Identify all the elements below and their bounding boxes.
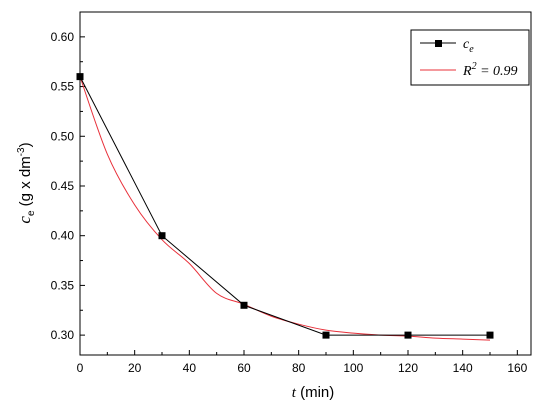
- y-tick-label: 0.45: [51, 179, 75, 193]
- x-tick-label: 0: [77, 361, 84, 375]
- ce-data-point: [404, 331, 412, 339]
- y-tick-label: 0.50: [51, 129, 75, 143]
- y-tick-label: 0.35: [51, 278, 75, 292]
- ce-data-point: [486, 331, 494, 339]
- y-axis-unit-superscript: -3: [16, 147, 27, 156]
- ce-data-point: [158, 232, 166, 240]
- ce-data-point: [322, 331, 330, 339]
- y-axis-unit-close: ): [17, 142, 34, 147]
- y-axis-title: ce (g x dm-3): [15, 142, 37, 223]
- x-tick-label: 40: [183, 361, 197, 375]
- ce-series-line: [79, 76, 490, 336]
- ce-data-point: [240, 301, 248, 309]
- x-tick-label: 80: [292, 361, 306, 375]
- x-axis-unit: (min): [296, 384, 334, 401]
- y-tick-label: 0.60: [51, 30, 75, 44]
- fit-curve: [79, 76, 491, 341]
- legend: ce R2 = 0.99: [410, 29, 530, 86]
- legend-label-ce: ce: [463, 37, 474, 55]
- y-axis-variable: c: [15, 216, 34, 224]
- y-axis-ticks: 0.30 0.35 0.40 0.45 0.50 0.55 0.60: [51, 30, 85, 342]
- x-axis-title: t (min): [292, 384, 335, 401]
- plot-frame: [79, 11, 532, 356]
- x-tick-label: 20: [128, 361, 142, 375]
- legend-marker-ce: [435, 40, 442, 47]
- legend-box: [410, 29, 530, 86]
- x-tick-label: 100: [343, 361, 363, 375]
- y-tick-label: 0.30: [51, 328, 75, 342]
- legend-label-fit: R2 = 0.99: [462, 61, 518, 79]
- x-tick-label: 140: [453, 361, 473, 375]
- y-axis-variable-subscript: e: [26, 210, 37, 216]
- y-tick-label: 0.40: [51, 229, 75, 243]
- series-layer: [76, 73, 494, 341]
- y-axis-unit: (g x dm: [17, 156, 34, 210]
- x-tick-label: 120: [398, 361, 418, 375]
- y-tick-label: 0.55: [51, 80, 75, 94]
- ce-data-point: [76, 73, 84, 81]
- x-axis-variable: t: [292, 385, 297, 401]
- x-tick-label: 60: [237, 361, 251, 375]
- x-axis-ticks: 0 20 40 60 80 100 120 140 160: [77, 350, 528, 375]
- x-tick-label: 160: [507, 361, 527, 375]
